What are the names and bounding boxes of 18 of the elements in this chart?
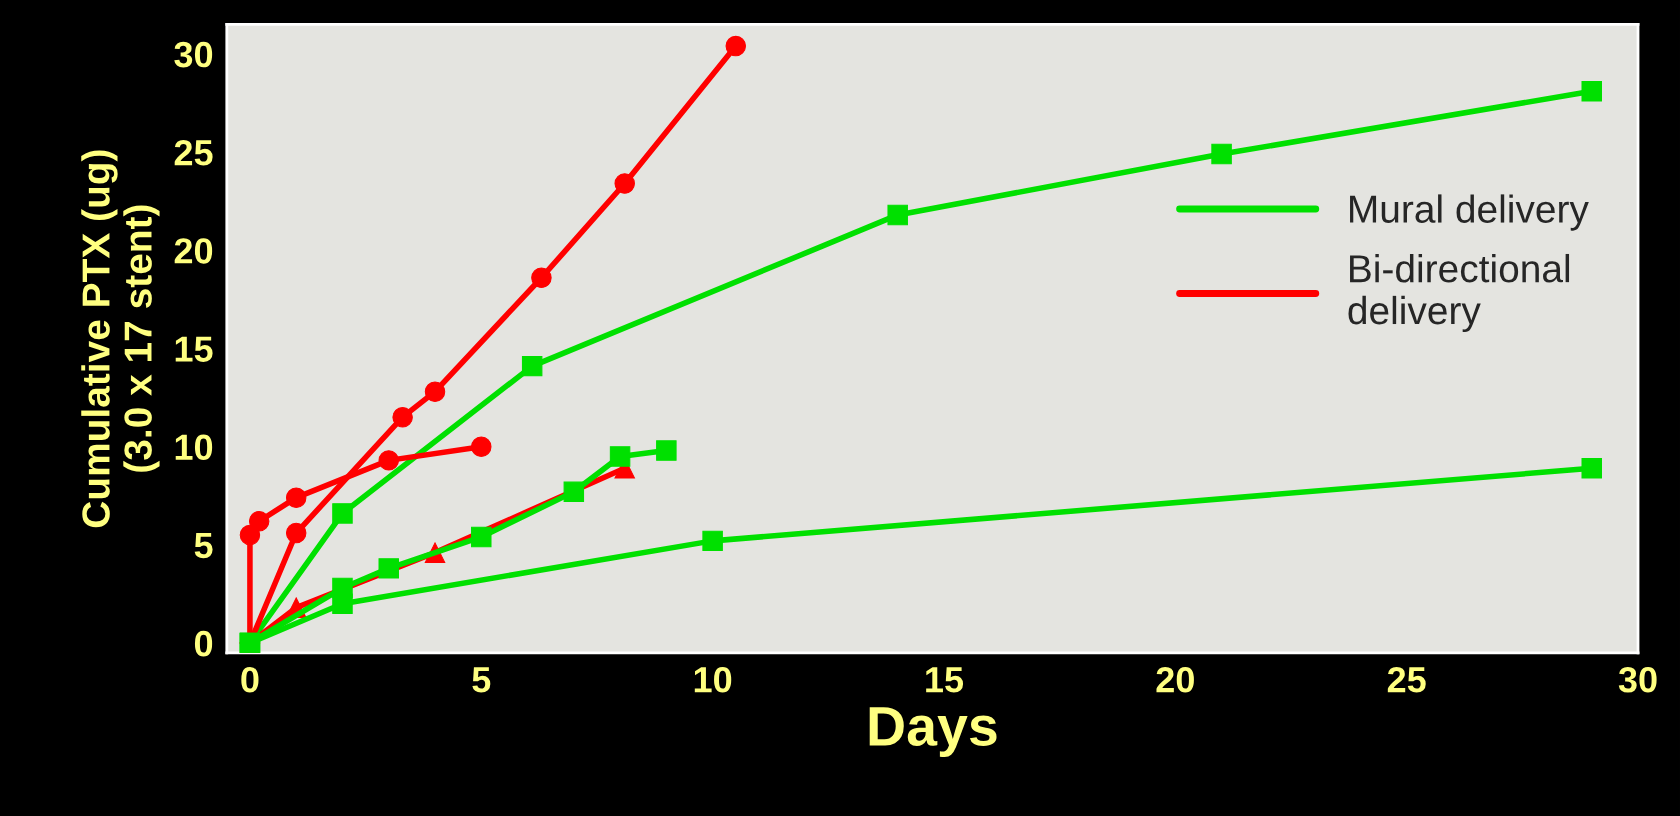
x-tick-label: 20 [1156,666,1194,693]
y-tick-label: 0 [194,630,213,657]
x-tick-label: 30 [1618,666,1657,693]
x-tick-label: 10 [694,666,732,693]
y-tick-label: 10 [175,434,213,461]
y-tick-label: 30 [174,41,213,68]
y-tick-label: 15 [175,336,213,362]
y-axis-title: Cumulative PTX (ug) (3.0 x 17 stent) [81,150,160,528]
x-axis-title: Days [869,707,997,757]
y-tick-label: 5 [194,533,213,559]
x-tick-label: 25 [1387,666,1426,693]
legend-label: Mural delivery [1350,194,1589,231]
y-tick-label: 20 [174,238,213,264]
y-tick-label: 25 [174,139,213,166]
x-tick-label: 5 [472,667,491,693]
x-tick-label: 0 [241,666,259,693]
x-tick-label: 15 [926,667,964,693]
legend-label: Bi-directional delivery [1348,253,1570,333]
